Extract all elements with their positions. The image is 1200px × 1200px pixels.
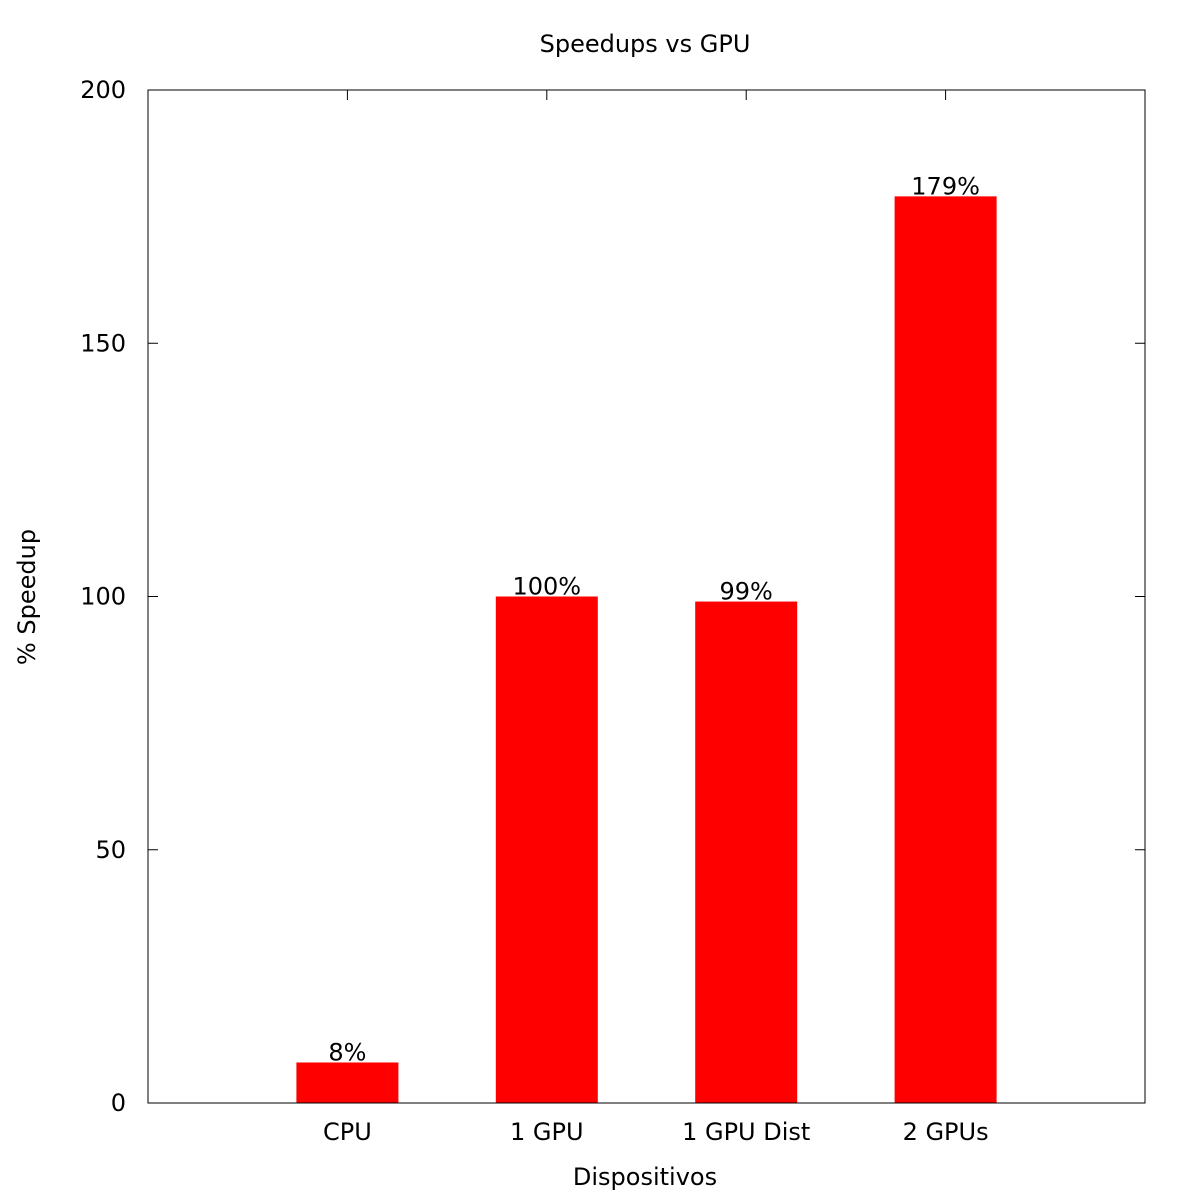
data-label: 179% xyxy=(911,172,980,200)
bar-1-gpu xyxy=(495,596,598,1103)
bar-2-gpus xyxy=(894,196,997,1104)
y-tick-label: 100 xyxy=(80,583,126,611)
x-tick-label: 1 GPU Dist xyxy=(682,1118,810,1146)
y-tick-label: 200 xyxy=(80,76,126,104)
y-axis-label: % Speedup xyxy=(13,529,41,665)
data-label: 8% xyxy=(328,1038,366,1066)
x-tick-label: CPU xyxy=(323,1118,372,1146)
x-tick-label: 2 GPUs xyxy=(903,1118,989,1146)
plot-area: 0 50 100 150 200 8% CPU 100% 1 GPU 99% 1 GPU Dist 1… xyxy=(80,76,1145,1146)
bar-cpu xyxy=(296,1062,399,1103)
plot-frame xyxy=(147,89,1146,1104)
x-tick-label: 1 GPU xyxy=(510,1118,584,1146)
data-label: 99% xyxy=(720,578,773,606)
data-label: 100% xyxy=(512,573,581,601)
chart-title: Speedups vs GPU xyxy=(540,30,751,58)
x-axis-label: Dispositivos xyxy=(573,1163,717,1191)
bar-1-gpu-dist xyxy=(695,601,798,1103)
y-tick-label: 150 xyxy=(80,329,126,357)
y-tick-label: 50 xyxy=(95,836,126,864)
y-tick-label: 0 xyxy=(111,1089,126,1117)
